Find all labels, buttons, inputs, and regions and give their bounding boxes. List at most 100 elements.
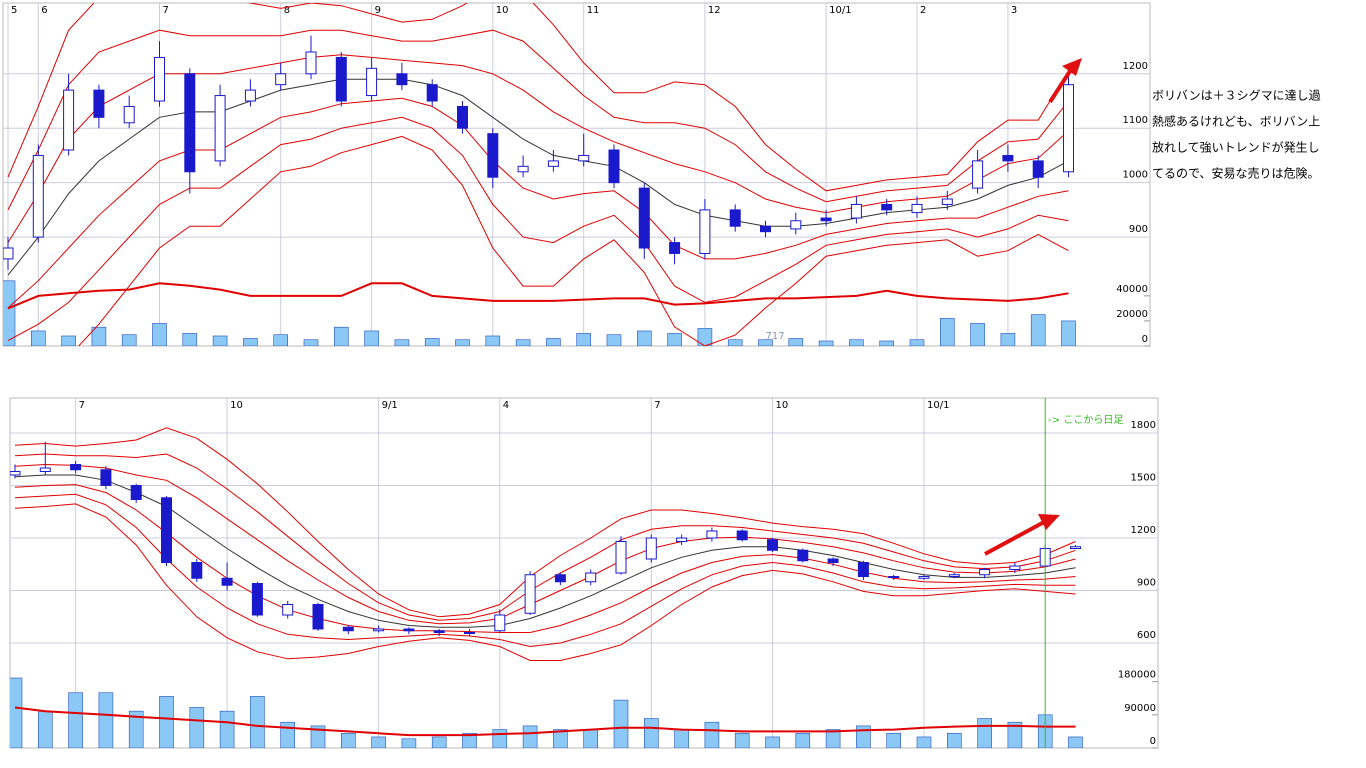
x-tick-label: 8 xyxy=(284,5,290,16)
volume-bar xyxy=(189,707,205,748)
volume-bar xyxy=(515,339,531,346)
band-line xyxy=(14,427,1076,618)
volume-bar xyxy=(462,732,477,748)
candle-body xyxy=(93,89,105,118)
x-tick-label: 10 xyxy=(230,400,243,411)
volume-bar xyxy=(636,330,652,346)
candle-body xyxy=(676,537,688,542)
comment-line: てるので、安易な売りは危険。 xyxy=(1152,166,1320,181)
volume-bar xyxy=(61,335,76,346)
candle-body xyxy=(645,537,657,560)
volume-bar xyxy=(546,338,561,346)
volume-bar xyxy=(606,334,622,346)
band-line xyxy=(14,453,1076,621)
candle-body xyxy=(433,630,445,633)
volume-bar xyxy=(98,692,114,748)
x-tick-label: 11 xyxy=(587,5,600,16)
volume-bar xyxy=(1000,333,1016,346)
volume-bar xyxy=(1061,320,1076,346)
candle-body xyxy=(1063,84,1074,173)
y-tick-label: 1500 xyxy=(1131,473,1156,484)
volume-bar xyxy=(492,729,508,748)
candle-body xyxy=(554,574,566,583)
y2-tick-label: 40000 xyxy=(1116,284,1148,295)
candle-body xyxy=(729,209,741,227)
volume-bar xyxy=(970,323,985,346)
volume-bar xyxy=(1030,314,1046,346)
candle-body xyxy=(342,626,354,632)
x-tick-label: 10 xyxy=(496,5,509,16)
candle-body xyxy=(494,614,506,632)
candle-body xyxy=(1002,154,1014,162)
candle-body xyxy=(251,583,263,616)
candle-body xyxy=(517,165,529,173)
chart-panel: 600 900 1200 1500 1800 0 90000 180000 7 10 9/1 4 7 10… xyxy=(9,397,1159,749)
candle-body xyxy=(403,628,415,632)
candle-body xyxy=(32,154,44,238)
band-line xyxy=(14,493,1076,648)
candle-body xyxy=(1009,565,1021,570)
volume-bar xyxy=(727,339,743,346)
candle-body xyxy=(3,247,14,260)
volume-ma-line xyxy=(14,706,1076,737)
band-line xyxy=(14,484,1076,633)
candle-body xyxy=(244,89,256,102)
candle-body xyxy=(282,604,294,616)
y-tick-label: 1200 xyxy=(1131,525,1156,536)
volume-bar xyxy=(886,732,902,748)
volume-bar xyxy=(758,339,773,346)
volume-bar xyxy=(613,699,629,748)
candle-body xyxy=(760,225,771,233)
band-line xyxy=(14,463,1076,625)
volume-bar xyxy=(879,340,895,346)
y-tick-label: 900 xyxy=(1129,224,1148,235)
candle-body xyxy=(638,187,650,249)
volume-bar xyxy=(68,692,83,748)
volume-bar xyxy=(394,339,410,346)
volume-bar xyxy=(424,338,440,346)
candle-body xyxy=(972,160,984,189)
volume-bar xyxy=(10,677,23,748)
candle-body xyxy=(578,154,590,162)
volume-bar xyxy=(795,732,811,748)
volume-bar xyxy=(946,732,962,748)
candle-body xyxy=(911,203,923,214)
volume-bar xyxy=(371,736,386,748)
x-tick-label: 9/1 xyxy=(382,400,398,411)
comment-line: ボリバンは＋３シグマに達し過 xyxy=(1152,89,1321,103)
candle-body xyxy=(63,89,75,151)
volume-bar xyxy=(977,718,992,748)
volume-bar xyxy=(704,721,720,748)
y-tick-label: 1200 xyxy=(1123,61,1148,72)
candle-body xyxy=(767,539,778,551)
band-line xyxy=(7,29,1069,211)
candle-body xyxy=(396,73,408,86)
candle-body xyxy=(827,558,839,563)
x-tick-label: 7 xyxy=(654,400,660,411)
candle-body xyxy=(797,549,809,562)
volume-bar xyxy=(455,339,470,346)
volume-bar xyxy=(128,710,144,748)
candle-body xyxy=(736,530,748,541)
volume-bar xyxy=(643,718,659,748)
volume-bar xyxy=(212,335,228,346)
candle-body xyxy=(366,67,378,97)
candle-body xyxy=(547,160,559,167)
chart-panel: 900 1000 1100 1200 0 20000 40000 5 6 7 8 9 10 11 12 10/… xyxy=(2,2,1321,347)
band-line xyxy=(7,54,1069,243)
volume-bar xyxy=(303,339,319,346)
volume-bar xyxy=(674,729,689,748)
y2-tick-label: 90000 xyxy=(1124,703,1156,714)
band-line xyxy=(7,116,1069,342)
comment-line: 熱感あるけれども、ボリバン上 xyxy=(1152,114,1320,129)
volume-bar xyxy=(30,330,46,346)
band-line xyxy=(14,474,1076,628)
volume-bar xyxy=(182,333,198,346)
candle-body xyxy=(1032,160,1044,178)
candle-body xyxy=(888,576,900,578)
volume-bar xyxy=(734,732,750,748)
volume-bar xyxy=(485,335,501,346)
y-tick-label: 1100 xyxy=(1123,115,1148,126)
candle-body xyxy=(608,149,620,184)
